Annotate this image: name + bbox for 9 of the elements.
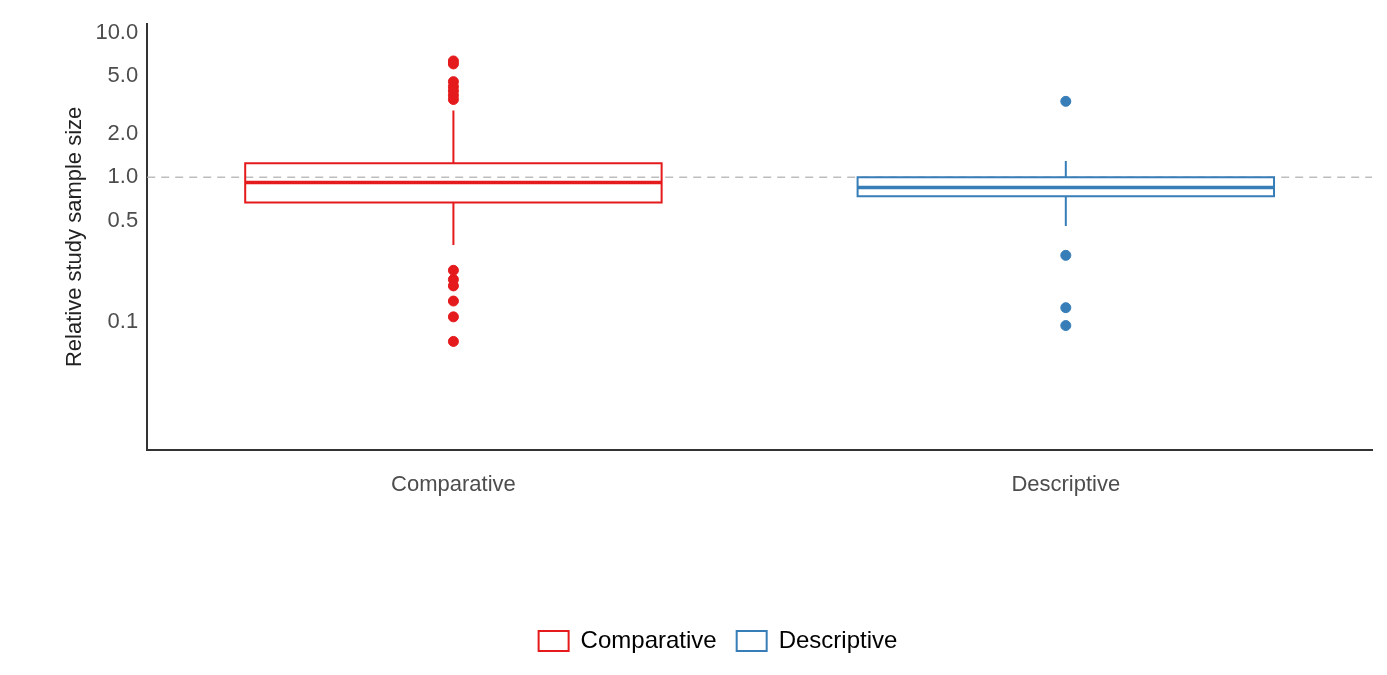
y-tick-label: 2.0 (107, 119, 139, 145)
y-tick-label: 1.0 (107, 163, 139, 189)
y-axis-title: Relative study sample size (61, 106, 87, 368)
y-tick-label: 0.1 (107, 307, 139, 333)
y-tick-label: 10.0 (95, 19, 139, 45)
y-tick-label: 5.0 (107, 62, 139, 88)
y-tick-label: 0.5 (107, 206, 139, 232)
legend-label: Comparative (580, 625, 717, 653)
legend-label: Descriptive (778, 625, 898, 653)
